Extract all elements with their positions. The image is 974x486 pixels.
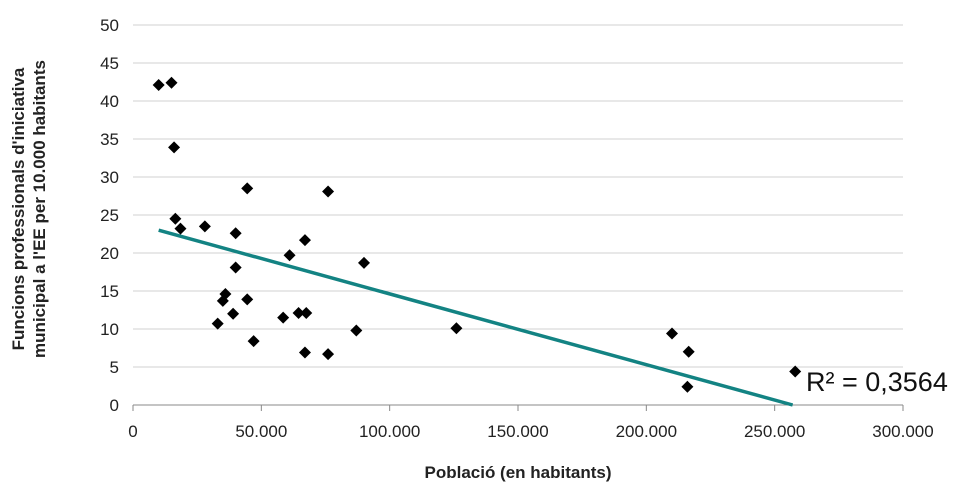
x-tick-label: 0 bbox=[128, 422, 137, 441]
data-point bbox=[682, 345, 695, 358]
y-tick-label: 25 bbox=[100, 206, 119, 225]
data-point bbox=[165, 76, 178, 89]
data-point bbox=[229, 227, 242, 240]
data-point bbox=[227, 307, 240, 320]
y-tick-label: 40 bbox=[100, 92, 119, 111]
data-point bbox=[666, 327, 678, 340]
trendline-group bbox=[158, 228, 794, 407]
data-point bbox=[358, 256, 370, 269]
data-point bbox=[241, 182, 254, 195]
y-tick-label: 35 bbox=[100, 130, 119, 149]
y-tick-label: 20 bbox=[100, 244, 119, 263]
data-points bbox=[152, 76, 802, 393]
y-axis-title-line-1: Funcions professionals d'iniciativa bbox=[9, 67, 28, 350]
data-point bbox=[241, 293, 254, 306]
data-point bbox=[292, 307, 305, 320]
y-tick-label: 15 bbox=[100, 282, 119, 301]
x-tick-label: 250.000 bbox=[744, 422, 805, 441]
x-tick-labels: 0 50.000 100.000 150.000 200.000 250.000 300.0… bbox=[128, 405, 934, 441]
data-point bbox=[681, 380, 694, 393]
x-tick-label: 50.000 bbox=[235, 422, 287, 441]
data-point bbox=[216, 294, 229, 307]
y-tick-label: 10 bbox=[100, 320, 119, 339]
data-point bbox=[322, 185, 335, 198]
data-point bbox=[789, 365, 802, 378]
data-point bbox=[229, 261, 242, 274]
data-point bbox=[350, 324, 363, 337]
data-point bbox=[169, 212, 182, 225]
trendline bbox=[158, 228, 794, 407]
y-tick-label: 45 bbox=[100, 54, 119, 73]
data-point bbox=[174, 222, 187, 235]
data-point bbox=[322, 348, 335, 361]
data-point bbox=[283, 249, 296, 262]
data-point bbox=[211, 317, 224, 330]
data-point bbox=[298, 234, 311, 247]
x-tick-label: 100.000 bbox=[359, 422, 420, 441]
data-point bbox=[168, 141, 181, 154]
data-point bbox=[300, 307, 313, 320]
data-point bbox=[450, 322, 463, 335]
data-point bbox=[298, 346, 311, 359]
y-tick-label: 50 bbox=[100, 16, 119, 35]
y-axis-title-line-2: municipal a l'EE per 10.000 habitants bbox=[30, 60, 49, 358]
y-tick-label: 5 bbox=[110, 358, 119, 377]
y-axis-title: Funcions professionals d'iniciativa muni… bbox=[9, 60, 49, 358]
data-point bbox=[198, 220, 211, 233]
data-point bbox=[277, 311, 290, 324]
y-tick-labels: 0 5 10 15 20 25 30 35 40 45 50 bbox=[100, 16, 119, 415]
x-tick-label: 300.000 bbox=[872, 422, 933, 441]
r-squared-label: R² = 0,3564 bbox=[806, 367, 948, 397]
y-tick-label: 30 bbox=[100, 168, 119, 187]
x-tick-label: 150.000 bbox=[487, 422, 548, 441]
data-point bbox=[152, 79, 165, 92]
data-point bbox=[247, 335, 260, 348]
gridlines bbox=[133, 24, 903, 368]
x-tick-label: 200.000 bbox=[616, 422, 677, 441]
x-axis-title: Població (en habitants) bbox=[424, 463, 611, 482]
y-tick-label: 0 bbox=[110, 396, 119, 415]
